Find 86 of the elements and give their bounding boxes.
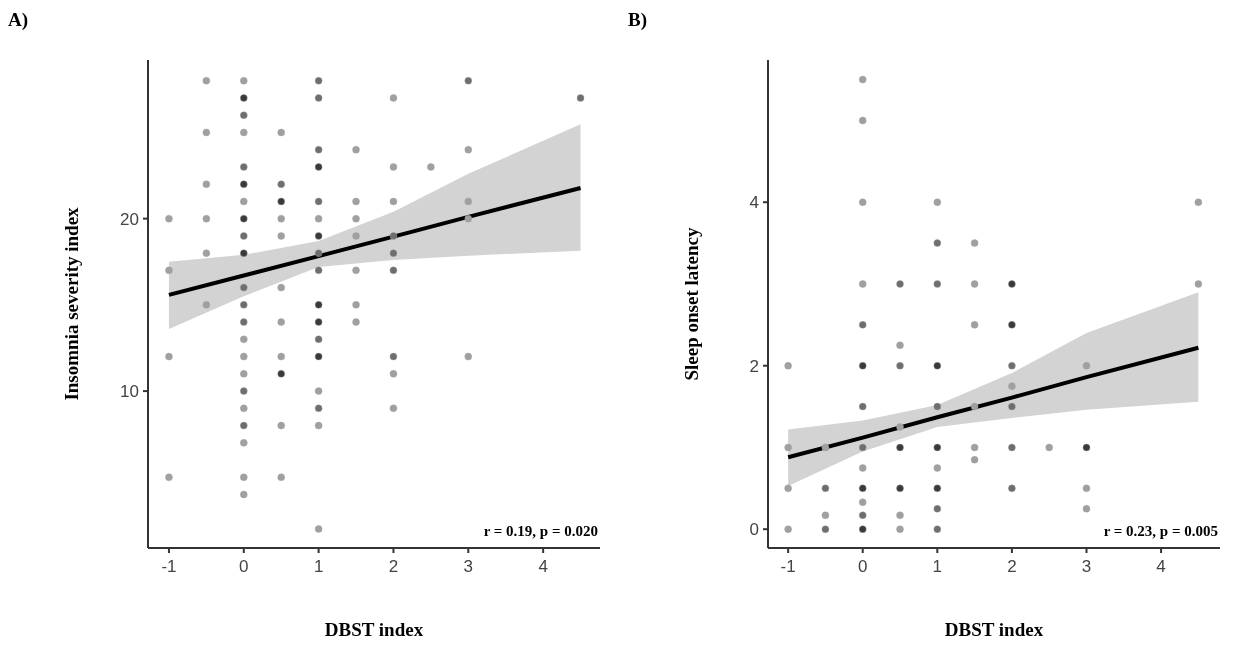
point xyxy=(933,198,942,207)
point xyxy=(1008,320,1016,329)
point xyxy=(933,280,942,288)
point xyxy=(970,320,979,329)
point xyxy=(858,75,867,84)
x-tick-label: 3 xyxy=(463,557,474,576)
point xyxy=(1194,280,1203,288)
point xyxy=(896,484,904,493)
point xyxy=(933,443,942,452)
x-tick-label: 4 xyxy=(1156,557,1166,576)
x-axis-title: DBST index xyxy=(324,619,424,640)
x-tick-label: 0 xyxy=(857,557,868,576)
point xyxy=(1008,280,1016,288)
point xyxy=(1194,198,1203,207)
point xyxy=(858,361,867,370)
point xyxy=(970,455,979,464)
point xyxy=(1008,443,1016,452)
point xyxy=(896,423,904,431)
y-tick-label: 0 xyxy=(749,520,759,540)
point xyxy=(896,341,904,350)
point xyxy=(933,504,942,513)
y-tick-label: 4 xyxy=(749,193,759,213)
annotation: r = 0.19, p = 0.020 xyxy=(483,523,598,539)
point xyxy=(858,280,867,288)
point xyxy=(896,511,904,520)
point xyxy=(858,484,867,493)
point xyxy=(1008,382,1016,391)
x-tick-label: 4 xyxy=(538,557,548,576)
point xyxy=(1008,402,1016,411)
point xyxy=(1082,361,1091,370)
point xyxy=(970,443,979,452)
x-tick-label: 0 xyxy=(239,557,249,576)
point xyxy=(933,361,942,370)
x-tick-label: 3 xyxy=(1081,557,1092,576)
y-tick-label: 2 xyxy=(749,356,759,376)
point xyxy=(821,484,830,493)
y-axis-title: Insomnia severity index xyxy=(61,206,82,401)
point xyxy=(784,361,793,370)
point xyxy=(896,280,904,288)
y-tick-label: 20 xyxy=(120,209,139,229)
point xyxy=(858,463,867,472)
point xyxy=(858,198,867,207)
point xyxy=(1008,484,1016,493)
annotation: r = 0.23, p = 0.005 xyxy=(1103,523,1218,539)
x-tick-label: -1 xyxy=(161,557,177,576)
line-series xyxy=(786,345,1201,460)
point xyxy=(858,320,867,329)
x-tick-label: -1 xyxy=(780,557,796,576)
point xyxy=(933,484,942,493)
point xyxy=(821,525,830,534)
point xyxy=(933,239,942,247)
point xyxy=(933,402,942,411)
point xyxy=(970,402,979,411)
point xyxy=(784,484,793,493)
point xyxy=(1082,443,1091,452)
point xyxy=(896,443,904,452)
point xyxy=(858,498,867,507)
line-series xyxy=(166,185,583,297)
y-axis-title: Sleep onset latency xyxy=(681,226,702,381)
x-tick-label: 1 xyxy=(932,557,943,576)
x-tick-label: 2 xyxy=(1007,557,1017,576)
point xyxy=(858,116,867,125)
point xyxy=(784,443,793,452)
point xyxy=(821,511,830,520)
point xyxy=(858,511,867,520)
chart-title: B) xyxy=(628,9,647,31)
point xyxy=(933,525,942,534)
point xyxy=(896,361,904,370)
x-tick-label: 1 xyxy=(313,557,324,576)
point xyxy=(1082,484,1091,493)
point xyxy=(858,402,867,411)
point xyxy=(933,463,942,472)
point xyxy=(970,280,979,288)
point xyxy=(858,443,867,452)
x-tick-label: 2 xyxy=(388,557,399,576)
point xyxy=(970,239,979,247)
point xyxy=(1045,443,1054,452)
point xyxy=(858,525,867,534)
point xyxy=(896,525,904,534)
chart-title: A) xyxy=(8,9,29,31)
y-tick-label: 10 xyxy=(120,382,139,402)
point xyxy=(1008,361,1016,370)
point xyxy=(784,525,793,534)
x-axis-title: DBST index xyxy=(944,619,1044,640)
point xyxy=(821,443,830,452)
point xyxy=(1082,504,1091,513)
